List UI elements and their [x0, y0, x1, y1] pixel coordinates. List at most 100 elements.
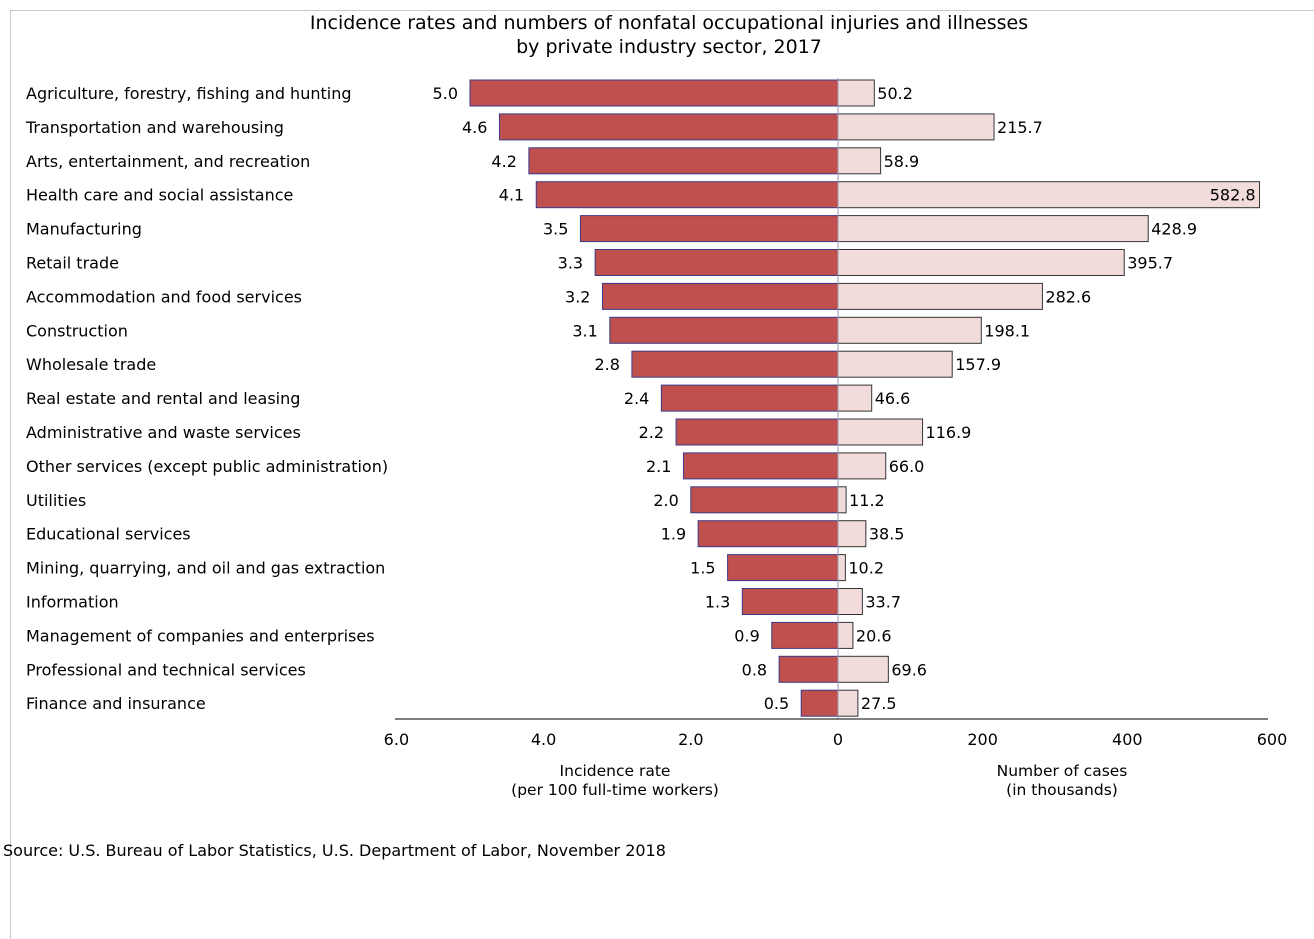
- cases-data-label: 10.2: [848, 559, 884, 578]
- rate-data-label: 0.8: [742, 660, 767, 679]
- cases-bar: [837, 520, 867, 548]
- right-axis-tick: 600: [1257, 730, 1288, 749]
- category-label: Arts, entertainment, and recreation: [26, 152, 310, 171]
- category-label: Accommodation and food services: [26, 287, 302, 306]
- category-label: Professional and technical services: [26, 660, 306, 679]
- cases-bar: [837, 249, 1125, 276]
- rate-data-label: 5.0: [433, 84, 458, 103]
- cases-data-label: 46.6: [875, 389, 911, 408]
- rate-bar: [682, 452, 839, 480]
- rate-bar: [498, 113, 839, 141]
- left-axis-title-line2: (per 100 full-time workers): [511, 781, 719, 799]
- cases-data-label: 157.9: [955, 355, 1001, 374]
- cases-data-label: 11.2: [849, 491, 885, 510]
- right-axis-title: Number of cases (in thousands): [960, 762, 1164, 800]
- left-axis-tick: 0: [833, 730, 843, 749]
- category-label: Construction: [26, 321, 128, 340]
- cases-bar: [837, 181, 1261, 209]
- rate-data-label: 2.8: [594, 355, 619, 374]
- cases-bar: [837, 418, 924, 446]
- category-label: Agriculture, forestry, fishing and hunti…: [26, 84, 352, 103]
- left-axis-tick: 6.0: [384, 730, 409, 749]
- rate-data-label: 0.5: [764, 694, 789, 713]
- rate-bar: [675, 418, 839, 446]
- rate-data-label: 4.6: [462, 118, 487, 137]
- rate-data-label: 0.9: [734, 626, 759, 645]
- cases-bar: [837, 655, 889, 683]
- category-label: Management of companies and enterprises: [26, 626, 375, 645]
- rate-data-label: 4.2: [491, 152, 516, 171]
- cases-data-label: 198.1: [984, 321, 1030, 340]
- cases-data-label: 27.5: [861, 694, 897, 713]
- category-label: Finance and insurance: [26, 694, 206, 713]
- category-label: Information: [26, 593, 119, 612]
- cases-data-label: 282.6: [1045, 287, 1091, 306]
- category-label: Utilities: [26, 491, 86, 510]
- cases-bar: [837, 79, 875, 107]
- cases-bar: [837, 215, 1149, 243]
- rate-data-label: 3.3: [558, 254, 583, 273]
- rate-bar: [469, 79, 839, 107]
- category-label: Health care and social assistance: [26, 186, 293, 205]
- cases-bar: [837, 621, 854, 649]
- left-axis-title: Incidence rate (per 100 full-time worker…: [480, 762, 750, 800]
- chart-subtitle: by private industry sector, 2017: [516, 36, 822, 58]
- cases-data-label: 428.9: [1151, 220, 1197, 239]
- rate-data-label: 1.9: [661, 525, 686, 544]
- rate-data-label: 2.4: [624, 389, 649, 408]
- category-label: Educational services: [26, 525, 191, 544]
- category-label: Administrative and waste services: [26, 423, 301, 442]
- rate-bar: [660, 384, 839, 412]
- right-axis-title-line2: (in thousands): [1006, 781, 1118, 799]
- rate-data-label: 3.1: [572, 321, 597, 340]
- rate-bar: [727, 554, 839, 582]
- rate-bar: [631, 350, 839, 378]
- rate-data-label: 2.1: [646, 457, 671, 476]
- rate-data-label: 1.5: [690, 559, 715, 578]
- chart-frame: [10, 10, 1314, 939]
- rate-bar: [800, 689, 839, 717]
- category-label: Mining, quarrying, and oil and gas extra…: [26, 559, 385, 578]
- cases-data-label: 395.7: [1127, 254, 1173, 273]
- rate-bar: [594, 249, 839, 276]
- rate-data-label: 4.1: [499, 186, 524, 205]
- cases-bar: [837, 147, 882, 175]
- cases-data-label: 20.6: [856, 626, 892, 645]
- rate-bar: [528, 147, 839, 175]
- cases-data-label: 69.6: [891, 660, 927, 679]
- rate-data-label: 2.0: [653, 491, 678, 510]
- right-axis-title-line1: Number of cases: [996, 762, 1128, 780]
- cases-data-label: 582.8: [1210, 186, 1256, 205]
- cases-bar: [837, 689, 859, 717]
- cases-data-label: 50.2: [877, 84, 913, 103]
- cases-bar: [837, 113, 995, 141]
- category-label: Other services (except public administra…: [26, 457, 388, 476]
- rate-data-label: 2.2: [639, 423, 664, 442]
- rate-bar: [697, 520, 839, 548]
- cases-bar: [837, 554, 846, 582]
- rate-data-label: 3.2: [565, 287, 590, 306]
- left-axis-tick: 2.0: [678, 730, 703, 749]
- left-axis-tick: 4.0: [531, 730, 556, 749]
- cases-data-label: 66.0: [889, 457, 925, 476]
- cases-data-label: 33.7: [865, 593, 901, 612]
- category-label: Real estate and rental and leasing: [26, 389, 300, 408]
- cases-bar: [837, 384, 873, 412]
- right-axis-tick: 200: [967, 730, 998, 749]
- rate-bar: [741, 588, 839, 615]
- rate-bar: [609, 316, 839, 344]
- rate-bar: [690, 486, 839, 514]
- cases-bar: [837, 282, 1043, 310]
- chart-title: Incidence rates and numbers of nonfatal …: [309, 12, 1029, 34]
- rate-bar: [778, 655, 839, 683]
- category-label: Retail trade: [26, 254, 119, 273]
- cases-data-label: 38.5: [869, 525, 905, 544]
- category-label: Manufacturing: [26, 220, 142, 239]
- left-axis-title-line1: Incidence rate: [559, 762, 671, 780]
- rate-bar: [771, 621, 839, 649]
- cases-bar: [837, 350, 953, 378]
- right-axis-tick: 400: [1112, 730, 1143, 749]
- rate-data-label: 1.3: [705, 593, 730, 612]
- cases-data-label: 116.9: [926, 423, 972, 442]
